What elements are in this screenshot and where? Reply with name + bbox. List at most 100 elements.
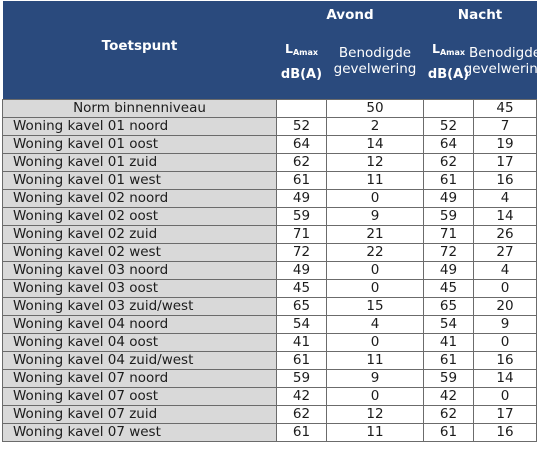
row-label: Woning kavel 02 noord [2, 189, 277, 208]
row-label: Woning kavel 03 zuid/west [2, 297, 277, 316]
avond-lamax-cell: 45 [276, 279, 327, 298]
avond-gevel-cell: 12 [325, 153, 425, 172]
nacht-lamax-cell: 41 [423, 333, 475, 352]
nacht-unit-label: dB(A) [427, 67, 470, 82]
avond-gevel-cell: 9 [325, 207, 425, 226]
table-row: Woning kavel 03 oost 45 0 45 0 [2, 279, 538, 298]
table-row: Woning kavel 07 oost 42 0 42 0 [2, 387, 538, 406]
avond-lamax-cell: 64 [276, 135, 327, 154]
avond-lamax-cell: 59 [276, 207, 327, 226]
avond-unit-label: dB(A) [280, 67, 323, 82]
row-label: Woning kavel 07 west [2, 423, 277, 442]
row-label: Woning kavel 01 noord [2, 117, 277, 136]
avond-lamax-cell: 59 [276, 369, 327, 388]
row-label: Woning kavel 07 noord [2, 369, 277, 388]
norm-nacht-value: 45 [473, 99, 538, 118]
avond-lamax-cell: 72 [276, 243, 327, 262]
table-row: Woning kavel 02 zuid 71 21 71 26 [2, 225, 538, 244]
table-row: Woning kavel 01 west 61 11 61 16 [2, 171, 538, 190]
nacht-lamax-cell: 61 [423, 351, 475, 370]
row-label: Woning kavel 01 west [2, 171, 277, 190]
header-avond-gevel: Benodigde gevelwering [326, 31, 424, 100]
table-row: Woning kavel 03 noord 49 0 49 4 [2, 261, 538, 280]
nacht-gevel-cell: 26 [473, 225, 538, 244]
nacht-lamax-cell: 59 [423, 369, 475, 388]
avond-gevel-cell: 0 [325, 279, 425, 298]
avond-gevel-cell: 2 [325, 117, 425, 136]
table-row: Woning kavel 04 oost 41 0 41 0 [2, 333, 538, 352]
table-row: Woning kavel 01 zuid 62 12 62 17 [2, 153, 538, 172]
table-body: Norm binnenniveau 50 45 Woning kavel 01 … [2, 99, 538, 442]
nacht-lamax-label: LAmax [431, 41, 466, 57]
avond-gevel-cell: 0 [325, 333, 425, 352]
nacht-gevel-cell: 14 [473, 207, 538, 226]
norm-label: Norm binnenniveau [2, 99, 277, 118]
header-avond-lamax: LAmax dB(A) [276, 31, 327, 100]
nacht-lamax-cell: 62 [423, 405, 475, 424]
row-label: Woning kavel 01 oost [2, 135, 277, 154]
avond-lamax-cell: 61 [276, 423, 327, 442]
header-avond: Avond [276, 1, 424, 31]
nacht-gevel-cell: 27 [473, 243, 538, 262]
table-row: Woning kavel 07 west 61 11 61 16 [2, 423, 538, 442]
table-row: Woning kavel 02 noord 49 0 49 4 [2, 189, 538, 208]
avond-lamax-label: LAmax [284, 41, 319, 57]
avond-lamax-cell: 71 [276, 225, 327, 244]
norm-avond-empty [276, 99, 327, 118]
nacht-gevel-cell: 16 [473, 423, 538, 442]
header-toetspunt-label: Toetspunt [101, 38, 178, 54]
header-nacht-gevel: Benodigde gevelwering [464, 31, 538, 100]
row-label: Woning kavel 04 oost [2, 333, 277, 352]
avond-gevel-cell: 12 [325, 405, 425, 424]
nacht-gevel-cell: 17 [473, 405, 538, 424]
nacht-lamax-cell: 72 [423, 243, 475, 262]
nacht-lamax-cell: 61 [423, 171, 475, 190]
table-row: Woning kavel 07 zuid 62 12 62 17 [2, 405, 538, 424]
row-label: Woning kavel 03 oost [2, 279, 277, 298]
nacht-gevel-line2: gevelwering [463, 61, 538, 77]
avond-lamax-cell: 42 [276, 387, 327, 406]
nacht-lamax-cell: 49 [423, 261, 475, 280]
table-row: Woning kavel 02 west 72 22 72 27 [2, 243, 538, 262]
table-row: Woning kavel 04 zuid/west 61 11 61 16 [2, 351, 538, 370]
avond-lamax-cell: 61 [276, 171, 327, 190]
avond-gevel-cell: 15 [325, 297, 425, 316]
results-table: Toetspunt Avond Nacht LAmax dB(A) [2, 1, 538, 442]
row-label: Woning kavel 07 zuid [2, 405, 277, 424]
row-label: Woning kavel 03 noord [2, 261, 277, 280]
avond-lamax-cell: 62 [276, 405, 327, 424]
header-avond-label: Avond [326, 7, 374, 23]
avond-gevel-cell: 14 [325, 135, 425, 154]
table-row: Woning kavel 07 noord 59 9 59 14 [2, 369, 538, 388]
avond-lamax-cell: 49 [276, 189, 327, 208]
nacht-gevel-cell: 7 [473, 117, 538, 136]
row-label: Woning kavel 04 noord [2, 315, 277, 334]
table-row: Woning kavel 02 oost 59 9 59 14 [2, 207, 538, 226]
nacht-lamax-cell: 42 [423, 387, 475, 406]
row-label: Woning kavel 02 zuid [2, 225, 277, 244]
row-label: Woning kavel 01 zuid [2, 153, 277, 172]
nacht-gevel-cell: 14 [473, 369, 538, 388]
row-label: Woning kavel 04 zuid/west [2, 351, 277, 370]
nacht-lamax-cell: 52 [423, 117, 475, 136]
norm-avond-value: 50 [325, 99, 425, 118]
header-nacht: Nacht [423, 1, 537, 31]
nacht-lamax-cell: 71 [423, 225, 475, 244]
header-nacht-lamax: LAmax dB(A) [423, 31, 474, 100]
row-label: Woning kavel 07 oost [2, 387, 277, 406]
results-table-wrapper: Toetspunt Avond Nacht LAmax dB(A) [2, 1, 538, 442]
nacht-lamax-cell: 45 [423, 279, 475, 298]
avond-gevel-cell: 11 [325, 423, 425, 442]
nacht-gevel-cell: 0 [473, 387, 538, 406]
avond-gevel-line1: Benodigde [338, 45, 412, 61]
nacht-gevel-cell: 4 [473, 189, 538, 208]
avond-lamax-cell: 62 [276, 153, 327, 172]
avond-gevel-line2: gevelwering [333, 61, 417, 77]
nacht-gevel-cell: 17 [473, 153, 538, 172]
avond-lamax-cell: 54 [276, 315, 327, 334]
nacht-gevel-cell: 9 [473, 315, 538, 334]
nacht-lamax-cell: 62 [423, 153, 475, 172]
norm-row: Norm binnenniveau 50 45 [2, 99, 538, 118]
nacht-lamax-cell: 64 [423, 135, 475, 154]
nacht-gevel-cell: 4 [473, 261, 538, 280]
